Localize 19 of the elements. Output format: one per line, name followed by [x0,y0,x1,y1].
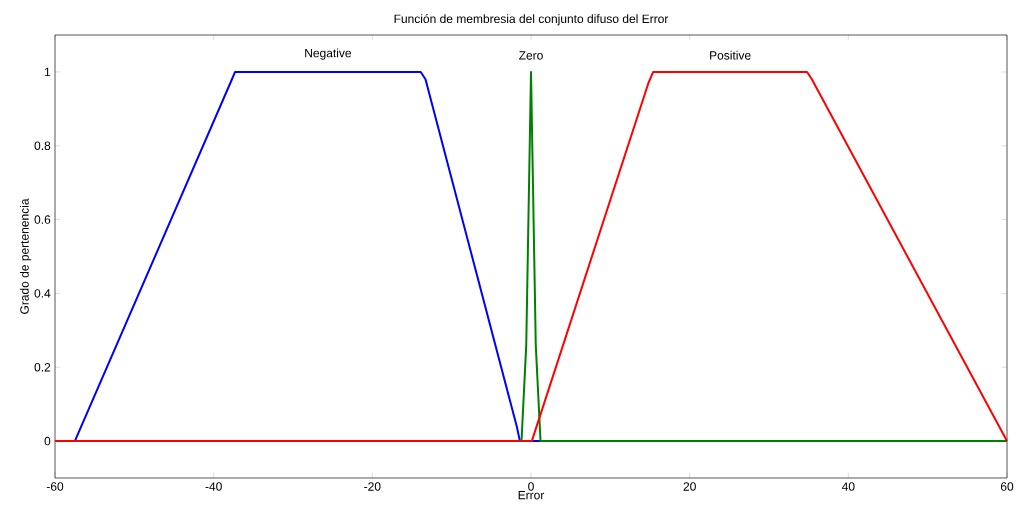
y-tick-label: 0 [44,436,51,446]
series-label: Zero [519,51,543,60]
y-tick-label: 0.4 [34,289,51,298]
x-tick-label: -20 [364,482,381,491]
x-tick-label: 60 [1000,482,1014,491]
y-axis-title: Grado de pertenencia [19,198,32,314]
x-tick-label: -40 [205,482,222,491]
x-tick-label: -60 [46,482,64,491]
x-tick-label: 20 [683,482,696,491]
series-label: Negative [305,48,352,60]
series-label: Positive [710,50,751,60]
y-tick-label: 1 [44,67,51,77]
y-tick-label: 0.2 [34,363,51,372]
x-tick-label: 40 [841,482,855,491]
y-tick-label: 0.6 [34,215,51,224]
y-tick-label: 0.8 [34,141,51,151]
x-axis-title: Error [518,491,545,500]
chart-title: Función de membresia del conjunto difuso del Error [394,14,669,26]
x-tick-label: 0 [528,482,534,491]
